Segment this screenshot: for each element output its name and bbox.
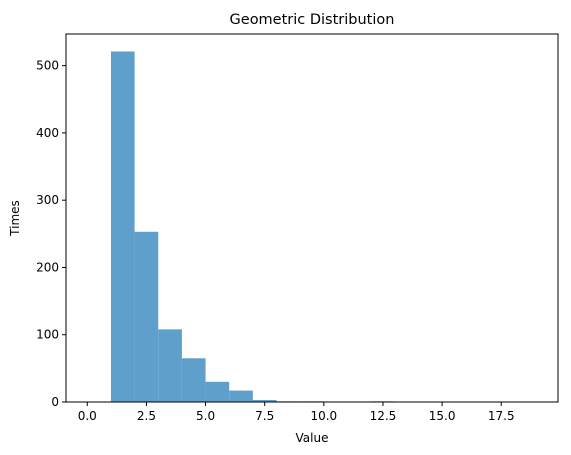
x-tick-label: 2.5 bbox=[137, 409, 156, 423]
y-ticks: 0 100 200 300 400 500 bbox=[36, 59, 66, 409]
x-axis-label: Value bbox=[296, 431, 329, 445]
y-tick-label: 0 bbox=[51, 395, 59, 409]
plot-frame bbox=[65, 33, 559, 403]
histogram-bar bbox=[110, 51, 135, 403]
bars-layer bbox=[110, 51, 395, 403]
y-tick-label: 200 bbox=[36, 260, 59, 274]
x-tick-label: 7.5 bbox=[255, 409, 274, 423]
x-tick-label: 17.5 bbox=[488, 409, 515, 423]
x-tick-label: 12.5 bbox=[370, 409, 397, 423]
histogram-bar bbox=[229, 390, 253, 402]
x-tick-label: 5.0 bbox=[196, 409, 215, 423]
x-ticks: 0.0 2.5 5.0 7.5 10.0 12.5 15.0 17.5 bbox=[78, 402, 515, 423]
histogram-bar bbox=[181, 358, 206, 402]
histogram-bar bbox=[252, 399, 277, 402]
histogram-bar bbox=[134, 231, 159, 402]
y-axis-label: Times bbox=[8, 200, 22, 237]
y-tick-label: 400 bbox=[36, 126, 59, 140]
y-tick-label: 500 bbox=[36, 59, 59, 73]
y-tick-label: 300 bbox=[36, 193, 59, 207]
x-tick-label: 15.0 bbox=[429, 409, 456, 423]
histogram-bar bbox=[205, 381, 230, 402]
histogram-bar bbox=[158, 329, 182, 402]
y-tick-label: 100 bbox=[36, 328, 59, 342]
chart-title: Geometric Distribution bbox=[230, 12, 395, 28]
x-tick-label: 10.0 bbox=[310, 409, 337, 423]
x-tick-label: 0.0 bbox=[78, 409, 97, 423]
